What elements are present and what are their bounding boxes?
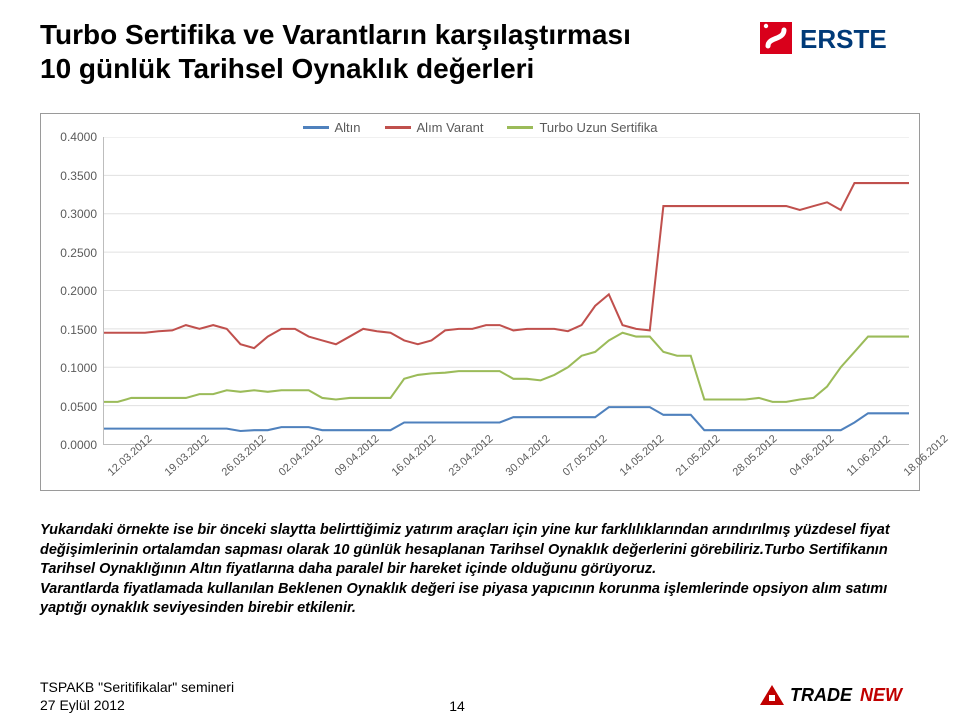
seminar-line-1: TSPAKB "Seritifikalar" semineri — [40, 679, 234, 697]
xtick: 09.04.2012 — [333, 463, 366, 498]
legend-label: Altın — [335, 120, 361, 135]
series-altin — [104, 407, 909, 431]
seminar-line-2: 27 Eylül 2012 — [40, 697, 234, 715]
xtick: 12.03.2012 — [106, 463, 139, 498]
legend-item-turbo: Turbo Uzun Sertifika — [507, 120, 657, 135]
xtick: 26.03.2012 — [219, 463, 252, 498]
plot — [103, 137, 909, 445]
legend-label: Alım Varant — [417, 120, 484, 135]
page-number: 14 — [449, 698, 465, 714]
y-axis: 0.4000 0.3500 0.3000 0.2500 0.2000 0.150… — [51, 137, 103, 445]
title-line-1: Turbo Sertifika ve Varantların karşılaşt… — [40, 18, 631, 52]
legend-swatch — [303, 126, 329, 129]
footer-left: TSPAKB "Seritifikalar" semineri 27 Eylül… — [40, 679, 234, 714]
plot-svg — [104, 137, 909, 444]
xtick: 14.05.2012 — [617, 463, 650, 498]
plot-area: 0.4000 0.3500 0.3000 0.2500 0.2000 0.150… — [51, 137, 909, 445]
header: Turbo Sertifika ve Varantların karşılaşt… — [40, 18, 920, 85]
legend-swatch — [507, 126, 533, 129]
logo-new: NEW — [860, 685, 904, 705]
xtick: 21.05.2012 — [674, 463, 707, 498]
paragraph-2: Varantlarda fiyatlamada kullanılan Bekle… — [40, 580, 920, 619]
legend-swatch — [385, 126, 411, 129]
body-text: Yukarıdaki örnekte ise bir önceki slaytt… — [40, 521, 920, 619]
xtick: 07.05.2012 — [560, 463, 593, 498]
xtick: 16.04.2012 — [390, 463, 423, 498]
chart-frame: Altın Alım Varant Turbo Uzun Sertifika 0… — [40, 113, 920, 491]
xtick: 30.04.2012 — [503, 463, 536, 498]
legend-item-varant: Alım Varant — [385, 120, 484, 135]
paragraph-1: Yukarıdaki örnekte ise bir önceki slaytt… — [40, 521, 920, 580]
series-varant — [104, 183, 909, 348]
xtick: 02.04.2012 — [276, 463, 309, 498]
xtick: 11.06.2012 — [845, 463, 878, 498]
title-line-2: 10 günlük Tarihsel Oynaklık değerleri — [40, 52, 631, 86]
footer: TSPAKB "Seritifikalar" semineri 27 Eylül… — [40, 679, 920, 714]
slide-page: Turbo Sertifika ve Varantların karşılaşt… — [0, 0, 960, 724]
legend-item-altin: Altın — [303, 120, 361, 135]
xtick: 04.06.2012 — [788, 463, 821, 498]
svg-text:ERSTE: ERSTE — [800, 24, 887, 54]
tradenew-logo: TRADE NEW — [760, 681, 920, 714]
title-block: Turbo Sertifika ve Varantların karşılaşt… — [40, 18, 631, 85]
xtick: 18.06.2012 — [901, 463, 934, 498]
xtick: 19.03.2012 — [162, 463, 195, 498]
xtick: 23.04.2012 — [447, 463, 480, 498]
legend-label: Turbo Uzun Sertifika — [539, 120, 657, 135]
erste-logo: ERSTE — [760, 20, 920, 65]
logo-trade: TRADE — [790, 685, 853, 705]
gridlines — [104, 137, 909, 406]
chart-legend: Altın Alım Varant Turbo Uzun Sertifika — [51, 120, 909, 135]
xtick: 28.05.2012 — [731, 463, 764, 498]
x-axis: 12.03.2012 19.03.2012 26.03.2012 02.04.2… — [103, 445, 909, 487]
